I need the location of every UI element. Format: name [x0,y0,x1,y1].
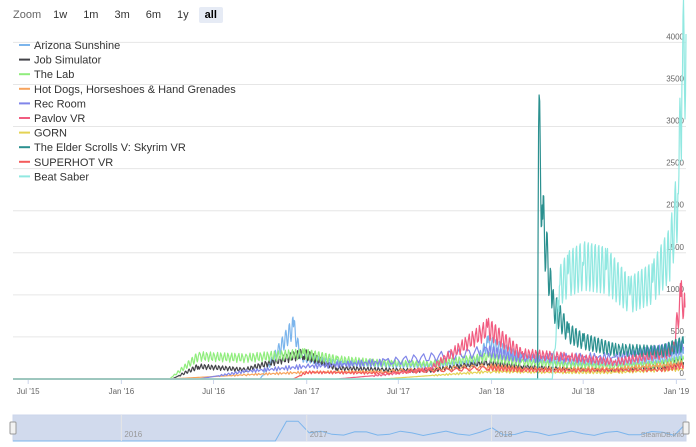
series-line [13,0,687,380]
legend-item: Hot Dogs, Horseshoes & Hand Grenades [34,84,236,96]
navigator-label: 2016 [124,430,142,439]
zoom-all-button[interactable]: all [198,7,223,23]
x-tick-label: Jan '18 [479,387,505,396]
legend-item: SUPERHOT VR [34,157,113,169]
legend-item: The Elder Scrolls V: Skyrim VR [34,142,186,154]
legend-item: The Lab [34,69,74,81]
navigator[interactable]: 2016 2017 2018 SteamDB.info [9,414,690,442]
zoom-1m-button[interactable]: 1m [83,9,99,21]
legend-item: Arizona Sunshine [34,40,120,52]
navigator-right-handle[interactable] [682,421,690,435]
x-tick-label: Jul '17 [387,387,410,396]
series-line [13,348,685,380]
y-tick-label: 0 [680,369,685,378]
y-tick-label: 3000 [666,117,684,126]
x-tick-label: Jan '17 [294,387,320,396]
x-tick-label: Jul '18 [572,387,595,396]
x-axis: Jul '15 Jan '16 Jul '16 Jan '17 Jul '17 Jan '… [13,379,690,396]
series-line [13,362,685,380]
navigator-label: 2018 [495,430,513,439]
y-tick-label: 2500 [666,159,684,168]
series-line [13,94,685,380]
x-tick-label: Jul '15 [17,387,40,396]
zoom-bar: Zoom 1w 1m 3m 6m 1y all [0,6,227,24]
zoom-1y-button[interactable]: 1y [177,9,189,21]
credit-label: SteamDB.info [641,432,684,439]
series-lines [13,0,687,380]
y-tick-label: 500 [671,327,685,336]
legend-item: Pavlov VR [34,113,85,125]
zoom-1w-button[interactable]: 1w [53,9,68,21]
x-tick-label: Jan '19 [664,387,690,396]
legend-item: GORN [34,128,67,140]
navigator-series [13,420,687,442]
navigator-left-handle[interactable] [9,421,17,435]
x-tick-label: Jan '16 [109,387,135,396]
y-axis: 0 500 1000 1500 2000 2500 3000 3500 4000 [666,32,684,378]
y-tick-label: 3500 [666,74,684,83]
series-line [13,316,685,380]
legend: Arizona Sunshine Job Simulator The Lab Hot … [19,40,236,183]
y-tick-label: 1000 [666,285,684,294]
y-tick-label: 2000 [666,201,684,210]
y-tick-label: 4000 [666,32,684,41]
x-tick-label: Jul '16 [202,387,225,396]
zoom-label: Zoom [13,9,42,21]
legend-item: Beat Saber [34,171,89,183]
navigator-label: 2017 [310,430,328,439]
legend-item: Job Simulator [34,55,102,67]
zoom-6m-button[interactable]: 6m [145,9,162,21]
legend-item: Rec Room [34,98,86,110]
zoom-3m-button[interactable]: 3m [114,9,130,21]
navigator-range [12,414,687,442]
y-tick-label: 1500 [666,243,684,252]
